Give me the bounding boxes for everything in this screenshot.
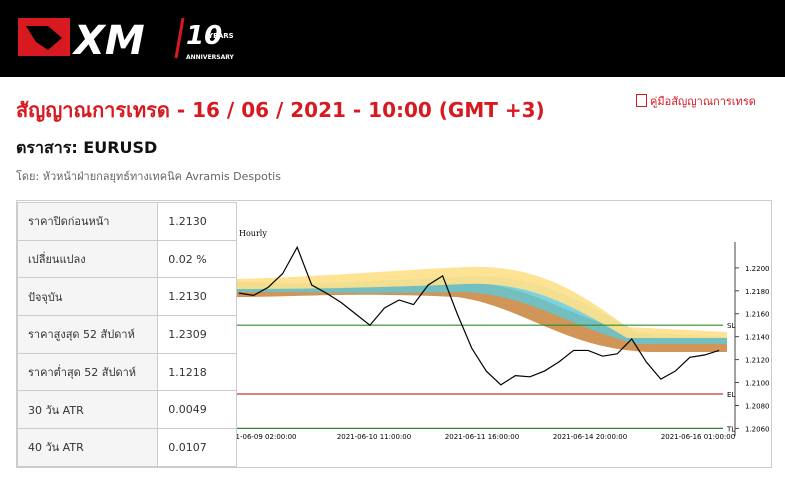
label-cell: ราคาต่ำสุด 52 สัปดาห์	[16, 352, 159, 392]
badge: 10	[186, 21, 222, 51]
value-cell: 0.02 %	[157, 239, 237, 279]
y-tick-label: 1.2180	[745, 288, 770, 296]
value-cell: 0.0107	[157, 428, 237, 467]
value-cell: 1.2130	[157, 202, 237, 241]
y-tick-label: 1.2160	[745, 311, 770, 319]
chart-label: Hourly	[239, 229, 267, 238]
x-tick-label: 1-06-09 02:00:00	[237, 433, 296, 441]
value-cell: 1.2130	[157, 277, 237, 317]
label-cell: เปลี่ยนแปลง	[16, 239, 159, 279]
price-line	[238, 245, 720, 386]
label-cell: 40 วัน ATR	[16, 428, 159, 467]
y-tick-label: 1.2080	[745, 402, 770, 410]
x-tick-label: 2021-06-16 01:00:00	[661, 433, 735, 441]
logo-bull	[26, 26, 62, 50]
guide-link-text[interactable]: คู่มือสัญญาณการเทรด	[650, 95, 756, 108]
table-row: 40 วัน ATR 0.0107	[16, 428, 237, 467]
ma-band	[237, 266, 727, 338]
author: โดย: หัวหน้าฝ่ายกลยุทธ์ทางเทคนิค Avramis…	[16, 170, 281, 183]
label-cell: ราคาปิดก่อนหน้า	[16, 202, 159, 241]
table-row: เปลี่ยนแปลง 0.02 %	[16, 239, 237, 279]
y-tick-label: 1.2120	[745, 357, 770, 365]
label-cell: ราคาสูงสุด 52 สัปดาห์	[16, 315, 159, 354]
value-cell: 1.2309	[157, 315, 237, 354]
stats-table: ราคาปิดก่อนหน้า 1.2130 เปลี่ยนแปลง 0.02 % ปั…	[16, 202, 237, 467]
label-cell: ปัจจุบัน	[16, 277, 159, 317]
table-row: ราคาต่ำสุด 52 สัปดาห์ 1.1218	[16, 352, 237, 392]
table-row: ปัจจุบัน 1.2130	[16, 277, 237, 317]
y-tick-label: 1.2060	[745, 425, 770, 433]
level-label: SL	[727, 322, 735, 330]
header: XM 10 YEARS ANNIVERSARY	[0, 0, 785, 77]
x-tick-label: 2021-06-14 20:00:00	[553, 433, 627, 441]
chart: Hourly 1.2200 1.2180 1.2160 1.2140 1.2120 1.2…	[237, 202, 771, 442]
level-label: EL	[727, 391, 735, 399]
instrument: ตราสาร: EURUSD	[16, 138, 158, 157]
ma-band	[237, 282, 727, 352]
y-tick-label: 1.2100	[745, 380, 770, 388]
level-label: TL	[726, 425, 735, 433]
signal-box: ราคาปิดก่อนหน้า 1.2130 เปลี่ยนแปลง 0.02 % ปั…	[16, 200, 772, 468]
value-cell: 1.1218	[157, 352, 237, 392]
x-tick-label: 2021-06-11 16:00:00	[445, 433, 519, 441]
label-cell: 30 วัน ATR	[16, 390, 159, 430]
title: สัญญาณการเทรด - 16 / 06 / 2021 - 10:00 (…	[16, 98, 545, 122]
table-row: ราคาสูงสุด 52 สัปดาห์ 1.2309	[16, 315, 237, 354]
x-tick-label: 2021-06-10 11:00:00	[337, 433, 411, 441]
y-tick-label: 1.2200	[745, 265, 770, 273]
logo-divider	[174, 17, 185, 59]
table-row: 30 วัน ATR 0.0049	[16, 390, 237, 430]
table-row: ราคาปิดก่อนหน้า 1.2130	[16, 202, 237, 241]
y-tick-label: 1.2140	[745, 334, 770, 342]
badge-sub: ANNIVERSARY	[186, 54, 235, 61]
guide-link[interactable]: คู่มือสัญญาณการเทรด	[636, 92, 756, 110]
badge-sub: YEARS	[207, 32, 234, 40]
ma-band	[237, 276, 727, 344]
logo-text: XM	[71, 18, 145, 64]
chart-bg	[237, 202, 771, 442]
pdf-icon	[636, 94, 647, 107]
logo: XM 10 YEARS ANNIVERSARY	[18, 17, 235, 64]
value-cell: 0.0049	[157, 390, 237, 430]
